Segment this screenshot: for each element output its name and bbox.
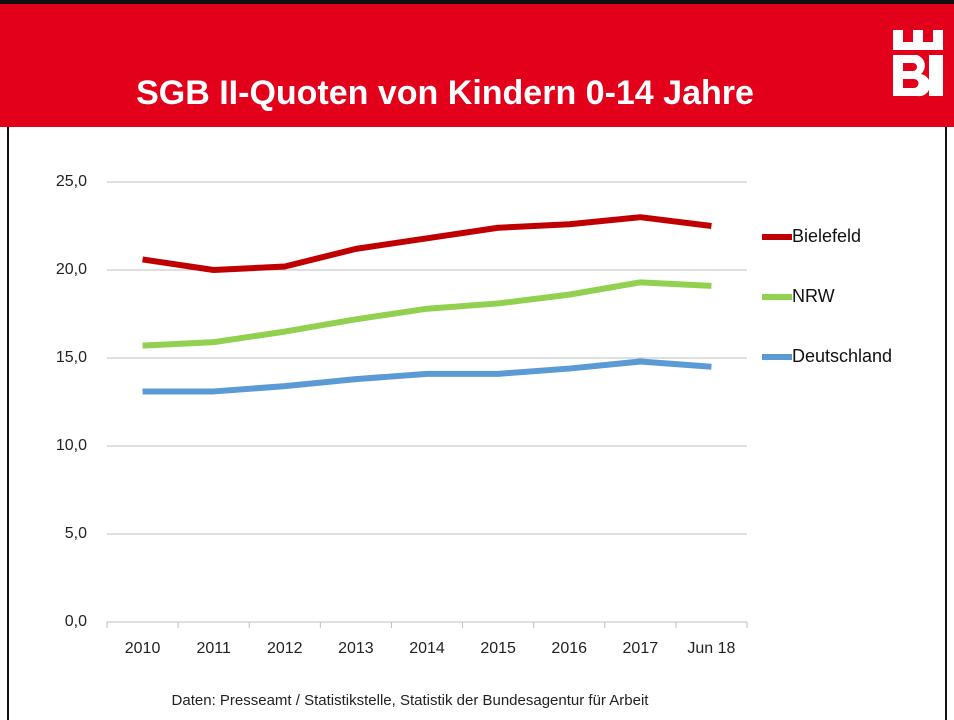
x-tick-label: 2010 <box>125 640 161 657</box>
header-top-border <box>0 0 954 4</box>
legend-label: Bielefeld <box>792 226 861 246</box>
series-line <box>142 279 712 349</box>
series-line <box>142 358 712 395</box>
x-tick-label: 2012 <box>267 640 303 657</box>
y-tick-label: 25,0 <box>56 173 87 190</box>
y-tick-label: 10,0 <box>56 437 87 454</box>
y-tick-label: 5,0 <box>65 525 87 542</box>
y-tick-label: 20,0 <box>56 261 87 278</box>
y-tick-label: 15,0 <box>56 349 87 366</box>
x-tick-label: 2014 <box>409 640 445 657</box>
legend-label: NRW <box>792 286 835 306</box>
x-tick-label: 2011 <box>196 640 231 657</box>
y-tick-label: 0,0 <box>65 613 87 630</box>
x-tick-label: 2015 <box>480 640 516 657</box>
chart-title: SGB II-Quoten von Kindern 0-14 Jahre <box>136 74 754 112</box>
x-tick-label: 2016 <box>551 640 587 657</box>
series-line <box>142 214 712 273</box>
x-tick-label: 2017 <box>623 640 659 657</box>
logo <box>893 30 943 97</box>
x-tick-label: 2013 <box>338 640 374 657</box>
x-tick-label: Jun 18 <box>687 640 735 657</box>
caption: Daten: Presseamt / Statistikstelle, Stat… <box>172 692 650 709</box>
header-band <box>0 0 954 127</box>
legend-label: Deutschland <box>792 346 892 366</box>
